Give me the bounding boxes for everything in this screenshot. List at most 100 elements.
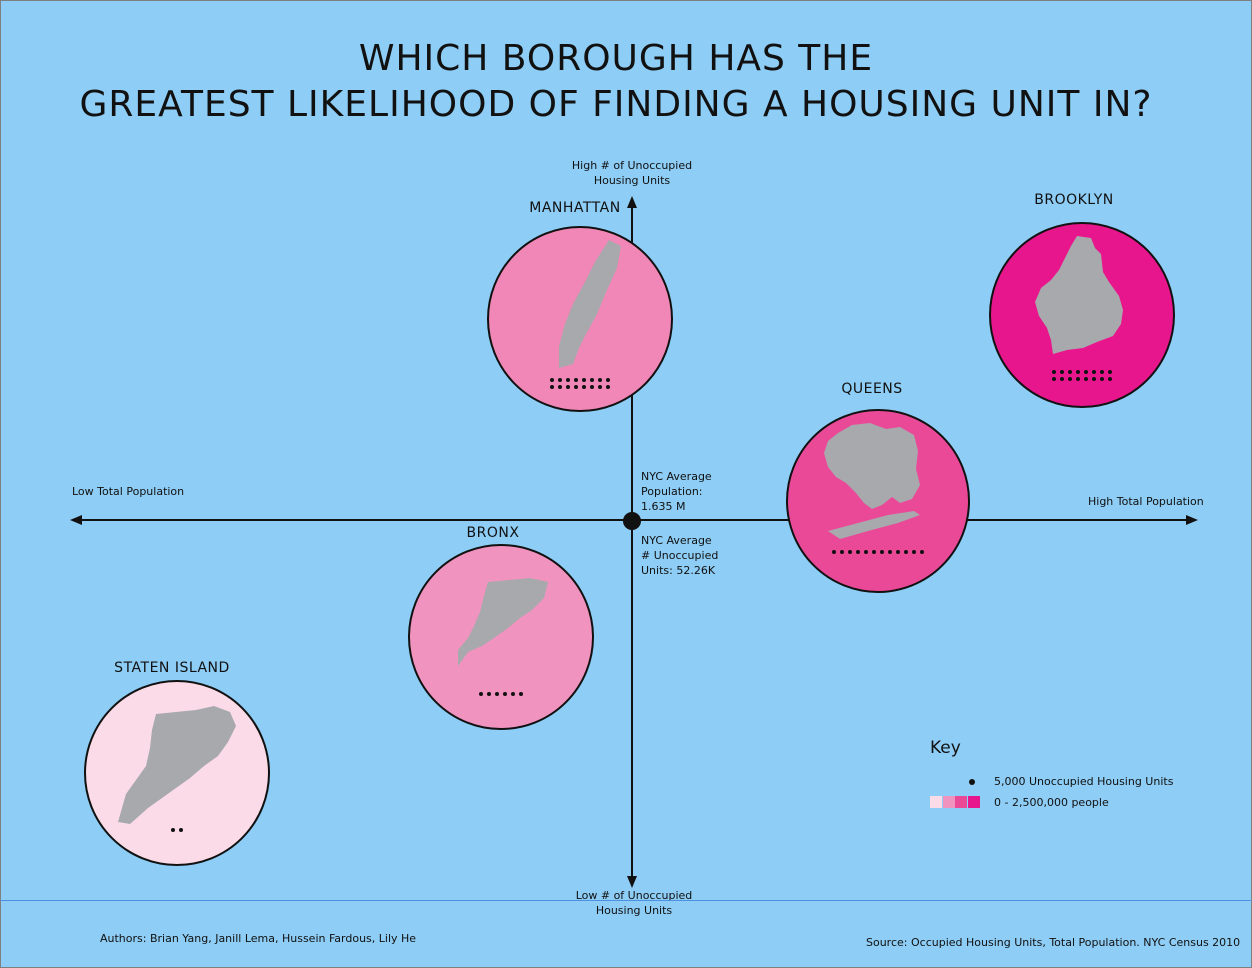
dot-row [489, 385, 671, 392]
unoccupied-unit-dot [904, 550, 908, 554]
axis-label-top: High # of Unoccupied Housing Units [571, 159, 693, 187]
unoccupied-unit-dot [582, 385, 586, 389]
borough-name-brooklyn: BROOKLYN [1034, 192, 1114, 208]
unoccupied-unit-dot [171, 828, 175, 832]
key-scale-label: 0 - 2,500,000 people [994, 796, 1109, 809]
unoccupied-unit-dot [590, 385, 594, 389]
unoccupied-unit-dot [487, 692, 491, 696]
unoccupied-unit-dot [832, 550, 836, 554]
y-axis-top-arrow [627, 196, 637, 208]
axis-label-right: High Total Population [1088, 495, 1204, 508]
nyc-average-unoccupied-label: NYC Average # Unoccupied Units: 52.26K [641, 534, 719, 577]
nyc-average-population-label: NYC Average Population: 1.635 M [641, 470, 712, 513]
borough-circle-bronx [408, 544, 594, 730]
unoccupied-unit-dot [1060, 370, 1064, 374]
unoccupied-unit-dot [1092, 377, 1096, 381]
unoccupied-unit-dot [179, 828, 183, 832]
borough-circle-staten-island [84, 680, 270, 866]
unoccupied-unit-dot [574, 378, 578, 382]
unoccupied-unit-dot [590, 378, 594, 382]
dot-row [991, 370, 1173, 377]
unoccupied-unit-dot [840, 550, 844, 554]
unoccupied-unit-dot [1100, 370, 1104, 374]
unoccupied-unit-dot [558, 385, 562, 389]
unoccupied-unit-dot [550, 385, 554, 389]
brooklyn-map-icon [1035, 236, 1123, 354]
queens-map-icon [824, 423, 920, 539]
unoccupied-unit-dot [1052, 377, 1056, 381]
axis-label-bottom: Low # of Unoccupied Housing Units [575, 889, 693, 917]
nyc-average-point [623, 512, 641, 530]
key-swatch [955, 796, 967, 808]
unoccupied-unit-dot [1084, 377, 1088, 381]
unoccupied-unit-dot [606, 378, 610, 382]
unoccupied-unit-dot [1076, 370, 1080, 374]
footer-authors: Authors: Brian Yang, Janill Lema, Hussei… [100, 932, 417, 945]
dot-row [86, 828, 268, 835]
unoccupied-unit-dot [1084, 370, 1088, 374]
unoccupied-units-dots [991, 370, 1173, 384]
unoccupied-unit-dot [511, 692, 515, 696]
unoccupied-units-dots [489, 378, 671, 392]
key-swatch [930, 796, 942, 808]
footer-divider [0, 900, 1252, 901]
unoccupied-unit-dot [896, 550, 900, 554]
x-axis-left-arrow [70, 515, 82, 525]
unoccupied-unit-dot [479, 692, 483, 696]
unoccupied-unit-dot [1068, 370, 1072, 374]
bronx-map-icon [458, 578, 548, 666]
x-axis-right-arrow [1186, 515, 1198, 525]
unoccupied-unit-dot [598, 385, 602, 389]
borough-circle-brooklyn [989, 222, 1175, 408]
unoccupied-units-dots [410, 692, 592, 699]
unoccupied-unit-dot [1076, 377, 1080, 381]
unoccupied-unit-dot [495, 692, 499, 696]
unoccupied-unit-dot [1060, 377, 1064, 381]
dot-row [991, 377, 1173, 384]
unoccupied-unit-dot [880, 550, 884, 554]
borough-circle-manhattan [487, 226, 673, 412]
unoccupied-unit-dot [598, 378, 602, 382]
unoccupied-unit-dot [856, 550, 860, 554]
unoccupied-unit-dot [1092, 370, 1096, 374]
unoccupied-unit-dot [888, 550, 892, 554]
unoccupied-unit-dot [864, 550, 868, 554]
dot-row [788, 550, 968, 557]
unoccupied-unit-dot [574, 385, 578, 389]
unoccupied-unit-dot [582, 378, 586, 382]
y-axis-bottom-arrow [627, 876, 637, 888]
borough-name-queens: QUEENS [841, 381, 903, 397]
unoccupied-units-dots [788, 550, 968, 557]
page-title: WHICH BOROUGH HAS THE GREATEST LIKELIHOO… [0, 36, 1232, 128]
unoccupied-unit-dot [872, 550, 876, 554]
unoccupied-units-dots [86, 828, 268, 835]
title-line-2: GREATEST LIKELIHOOD OF FINDING A HOUSING… [79, 84, 1153, 125]
unoccupied-unit-dot [1068, 377, 1072, 381]
borough-name-bronx: BRONX [466, 525, 520, 541]
unoccupied-unit-dot [1052, 370, 1056, 374]
unoccupied-unit-dot [550, 378, 554, 382]
key-dot-symbol [969, 779, 975, 785]
manhattan-map-icon [559, 240, 621, 368]
unoccupied-unit-dot [566, 385, 570, 389]
unoccupied-unit-dot [558, 378, 562, 382]
axis-label-left: Low Total Population [72, 485, 185, 498]
key-dot-label: 5,000 Unoccupied Housing Units [994, 775, 1174, 788]
staten-island-map-icon [118, 706, 236, 824]
unoccupied-unit-dot [606, 385, 610, 389]
unoccupied-unit-dot [1100, 377, 1104, 381]
key-title: Key [930, 738, 961, 758]
borough-name-manhattan: MANHATTAN [529, 200, 621, 216]
key-swatch [942, 796, 955, 808]
unoccupied-unit-dot [519, 692, 523, 696]
footer-source: Source: Occupied Housing Units, Total Po… [866, 936, 1241, 949]
borough-circle-queens [786, 409, 970, 593]
unoccupied-unit-dot [566, 378, 570, 382]
unoccupied-unit-dot [503, 692, 507, 696]
unoccupied-unit-dot [1108, 370, 1112, 374]
title-line-1: WHICH BOROUGH HAS THE [358, 38, 874, 79]
unoccupied-unit-dot [912, 550, 916, 554]
unoccupied-unit-dot [1108, 377, 1112, 381]
borough-name-staten-island: STATEN ISLAND [114, 660, 230, 676]
